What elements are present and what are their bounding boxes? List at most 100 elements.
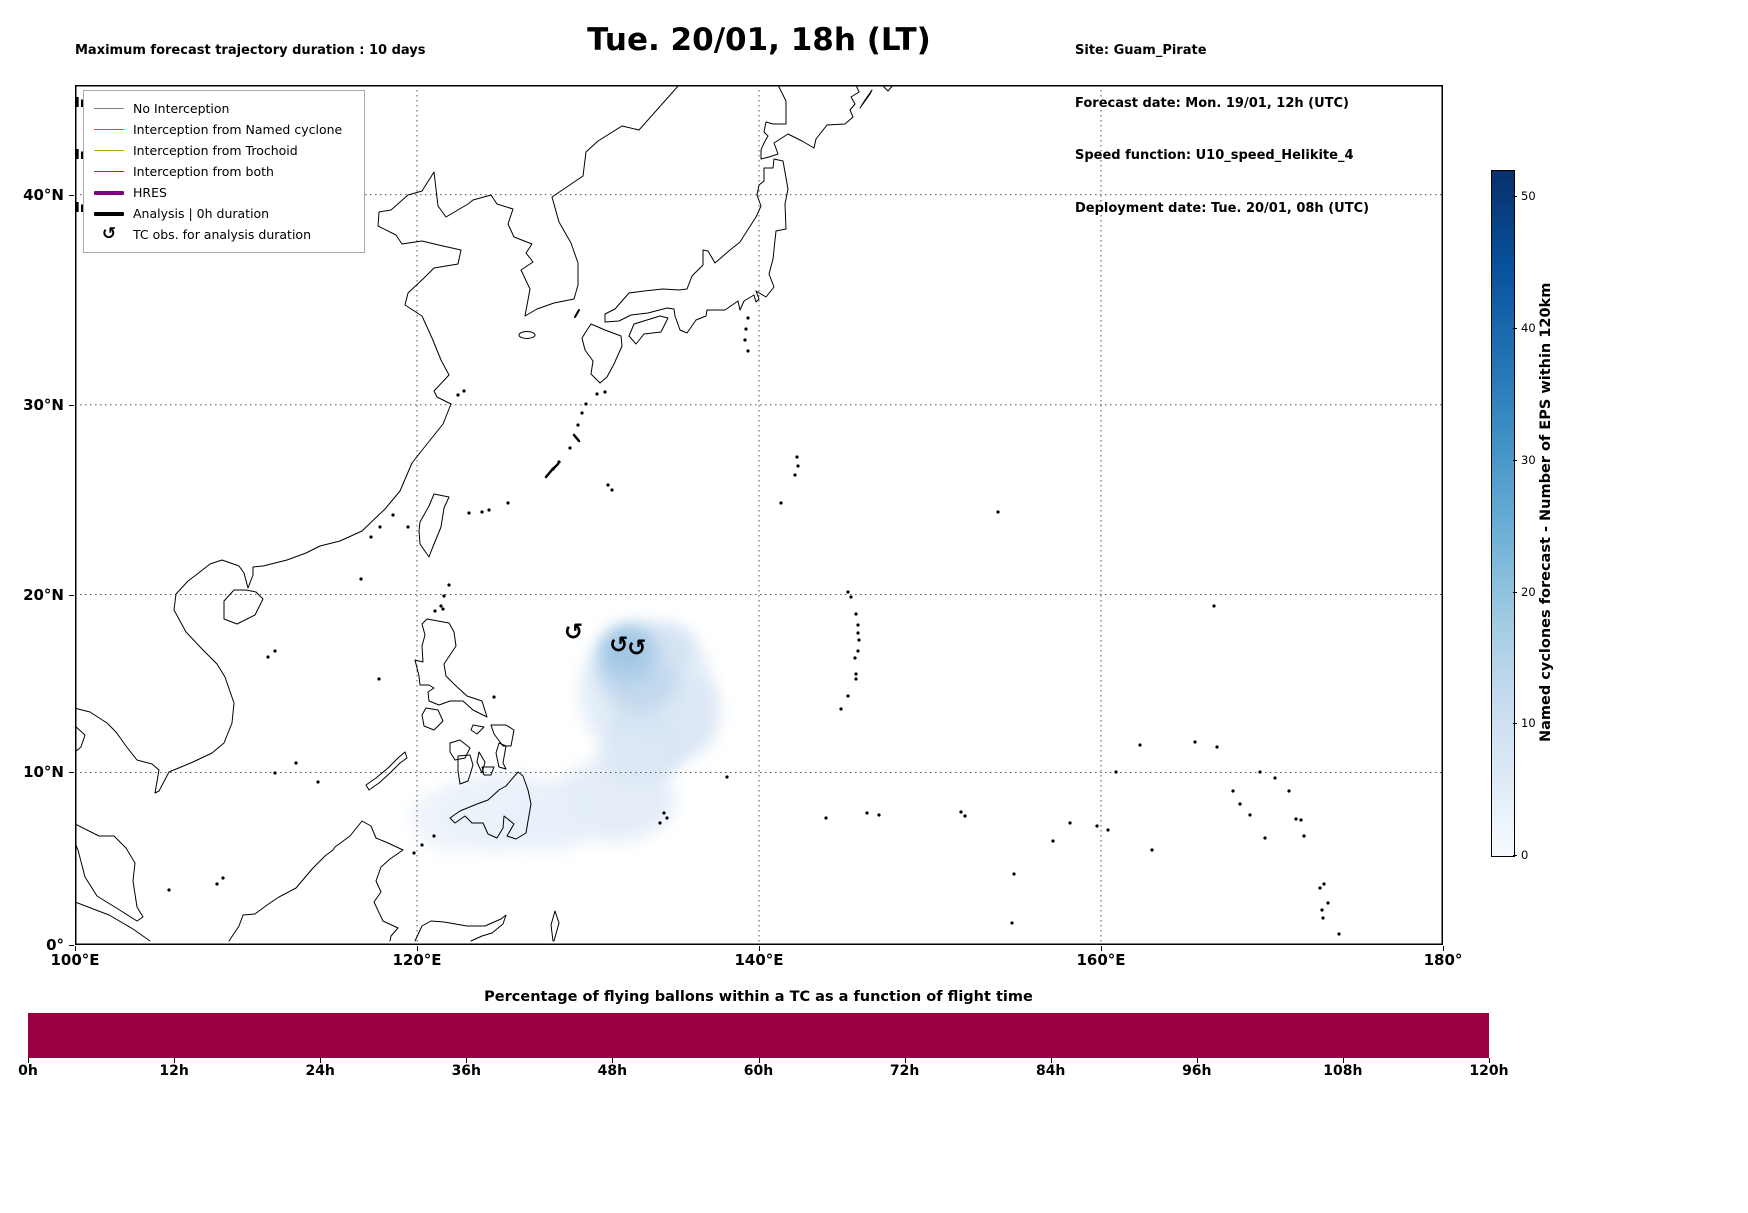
island-dot (824, 816, 828, 820)
island-dot (1215, 745, 1219, 749)
strip-tick-label: 24h (305, 1063, 335, 1079)
island-dot (856, 623, 860, 627)
strip-tick-label: 120h (1469, 1063, 1509, 1079)
strip-tick-label: 48h (597, 1063, 628, 1079)
x-tick-mark (1443, 946, 1444, 951)
y-tick-mark (69, 945, 74, 946)
y-tick-label: 40°N (23, 185, 64, 204)
run-metadata-block: Site: Guam_Pirate Forecast date: Mon. 19… (1075, 7, 1369, 252)
colorbar (1491, 170, 1515, 857)
x-tick-label: 120°E (392, 951, 442, 969)
island-dot (1193, 740, 1197, 744)
island-dot (1273, 776, 1277, 780)
island-dot (963, 814, 967, 818)
island-dot (439, 604, 443, 608)
island-dot (856, 649, 860, 653)
coastline-tsushima (574, 309, 580, 318)
meta-forecast-date: Forecast date: Mon. 19/01, 12h (UTC) (1075, 95, 1350, 111)
legend-line-sample (94, 149, 124, 152)
coastline-jeju (518, 331, 536, 339)
tc-obs-marker: ↺ (563, 618, 584, 645)
coastline-halmahera (550, 910, 560, 942)
island-dot (576, 423, 580, 427)
coastline-hainan (223, 589, 264, 625)
island-dot (273, 771, 277, 775)
param-max-duration: Maximum forecast trajectory duration : 1… (75, 43, 426, 58)
island-dot (1263, 836, 1267, 840)
legend-line-sample (94, 170, 124, 173)
colorbar-tick-label: 0 (1521, 848, 1529, 862)
eps-density-blob (608, 634, 643, 667)
strip-tick-mark (320, 1058, 322, 1063)
strip-tick-mark (1050, 1058, 1052, 1063)
legend-item-label: Interception from Named cyclone (133, 122, 343, 137)
island-dot (793, 473, 797, 477)
island-dot (744, 327, 748, 331)
strip-tick-mark (1196, 1058, 1198, 1063)
colorbar-tick-mark (1513, 855, 1517, 856)
island-dot (959, 810, 963, 814)
island-dot (865, 811, 869, 815)
strip-tick-mark (174, 1058, 176, 1063)
colorbar-tick-mark (1513, 328, 1517, 330)
eps-density-blob (411, 788, 488, 851)
island-dot (665, 816, 669, 820)
colorbar-tick-mark (1513, 196, 1517, 198)
y-tick-label: 20°N (23, 585, 64, 604)
x-tick-label: 180° (1423, 951, 1463, 969)
island-dot (1337, 932, 1341, 936)
island-dot (662, 811, 666, 815)
island-dot (1138, 743, 1142, 747)
x-tick-label: 160°E (1076, 951, 1126, 969)
island-dot (854, 672, 858, 676)
strip-tick-mark (612, 1058, 614, 1063)
strip-tick-label: 0h (18, 1063, 38, 1079)
strip-tick-mark (28, 1058, 29, 1063)
strip-tick-label: 84h (1035, 1063, 1066, 1079)
legend-line-sample (94, 211, 124, 216)
island-dot (846, 590, 850, 594)
eps-density-blob (646, 625, 694, 669)
island-dot (725, 775, 729, 779)
island-dot (1326, 901, 1330, 905)
strip-tick-label: 72h (889, 1063, 920, 1079)
island-dot (467, 511, 471, 515)
coastline-malay-peninsula (75, 823, 144, 922)
legend-item-label: No Interception (133, 101, 230, 116)
island-dot (215, 882, 219, 886)
legend-item: No Interception (94, 98, 342, 119)
colorbar-tick-label: 40 (1521, 321, 1536, 336)
island-dot (420, 843, 424, 847)
island-dot (316, 780, 320, 784)
y-tick-mark (69, 594, 74, 596)
coastline-sumatra (75, 901, 151, 942)
coastline-leyte (495, 742, 507, 770)
legend-item: Interception from both (94, 161, 342, 182)
legend: No Interception Interception from Named c… (83, 90, 366, 253)
island-dot (406, 525, 410, 529)
y-tick-mark (69, 194, 74, 196)
island-dot (795, 455, 799, 459)
colorbar-tick-mark (1513, 591, 1517, 593)
island-dot (456, 393, 460, 397)
coastline-iturup (881, 85, 894, 92)
colorbar-tick-mark (1513, 723, 1517, 725)
island-dot (294, 761, 298, 765)
meta-deployment-date: Deployment date: Tue. 20/01, 08h (UTC) (1075, 200, 1370, 216)
coastline-palawan (365, 751, 408, 791)
coastline-kyushu (581, 323, 623, 384)
coastline-honshu (604, 158, 789, 334)
small-islands (167, 316, 1341, 936)
coastline-sulawesi (414, 914, 507, 942)
coastline-shikoku (628, 315, 669, 345)
island-dot (447, 583, 451, 587)
coastline-panay (449, 739, 471, 761)
strip-chart-bar (28, 1013, 1489, 1058)
island-dot (1231, 789, 1235, 793)
strip-tick-mark (758, 1058, 760, 1063)
tc-obs-marker: ↺ (627, 635, 647, 662)
legend-line-swatch (94, 211, 124, 216)
x-tick-mark (759, 946, 760, 951)
eps-density-blob (661, 674, 720, 756)
y-tick-label: 30°N (23, 395, 64, 414)
